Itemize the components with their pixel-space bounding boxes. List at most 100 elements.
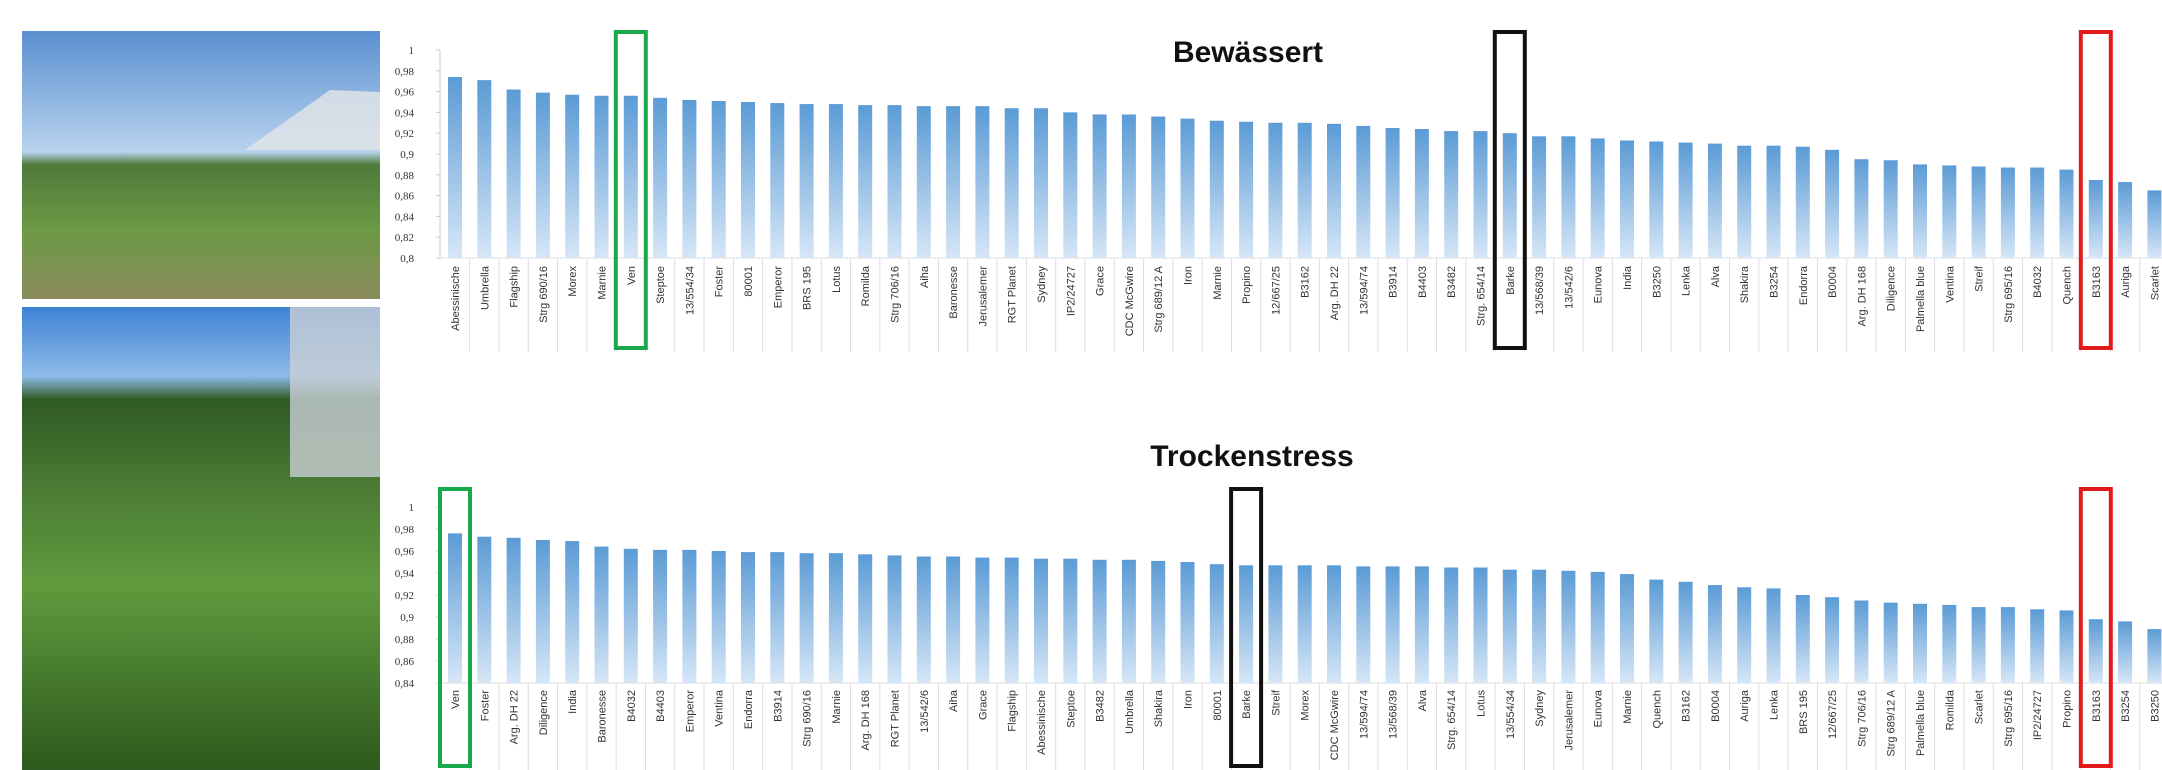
bar xyxy=(594,95,609,258)
bar xyxy=(506,89,521,259)
x-tick-label: Propino xyxy=(1241,266,1253,304)
x-tick-label: Strg 690/16 xyxy=(538,266,550,323)
bar xyxy=(1151,560,1166,683)
x-tick-label: Scarlet xyxy=(2149,266,2161,300)
bar xyxy=(1385,128,1400,258)
bar xyxy=(828,104,843,258)
x-tick-label: Strg 690/16 xyxy=(802,690,814,747)
x-tick-label: Eunova xyxy=(1593,265,1605,303)
bar xyxy=(1327,123,1341,258)
x-tick-label: B3914 xyxy=(772,690,784,722)
x-tick-label: Marnie xyxy=(597,266,609,300)
bar xyxy=(2118,182,2133,258)
bar xyxy=(741,552,755,683)
highlight-box xyxy=(613,30,648,350)
x-tick-label: B0004 xyxy=(1827,266,1839,298)
bar xyxy=(1473,131,1488,258)
bar xyxy=(1649,141,1664,258)
x-tick-label: Sydney xyxy=(1036,266,1048,303)
bar xyxy=(623,548,638,683)
x-tick-label: Endorra xyxy=(1798,265,1810,305)
y-tick-label: 0,86 xyxy=(395,191,415,203)
x-tick-label: Ventina xyxy=(1944,265,1956,303)
bar xyxy=(887,105,902,259)
bar xyxy=(2030,167,2045,258)
chart-title: Trockenstress xyxy=(1150,440,1353,473)
x-tick-label: Strg. 654/14 xyxy=(1476,266,1488,326)
x-tick-label: Abessinische xyxy=(450,266,462,331)
bar xyxy=(1825,597,1840,683)
x-tick-label: IP2/24727 xyxy=(1065,266,1077,316)
x-tick-label: Ven xyxy=(450,690,462,709)
highlight-box xyxy=(1229,487,1264,768)
x-tick-label: 80001 xyxy=(1212,690,1224,721)
bar xyxy=(1942,165,1957,258)
x-tick-label: 13/568/39 xyxy=(1388,690,1400,739)
x-tick-label: Marnie xyxy=(831,690,843,724)
x-tick-label: Alva xyxy=(1417,689,1429,711)
bar xyxy=(623,95,638,258)
x-tick-label: Umbrella xyxy=(1124,689,1136,734)
bar xyxy=(799,104,814,258)
x-tick-label: Diligence xyxy=(538,690,550,735)
x-tick-label: India xyxy=(567,689,579,714)
x-tick-label: Ven xyxy=(626,266,638,285)
bar xyxy=(535,92,550,258)
bar xyxy=(1532,136,1547,258)
bar xyxy=(1239,121,1254,258)
y-tick-label: 0,88 xyxy=(395,634,415,646)
x-tick-label: Lotus xyxy=(1476,690,1488,717)
bar xyxy=(1678,581,1693,683)
bar xyxy=(1092,559,1107,683)
bar xyxy=(1502,569,1517,683)
x-tick-label: Sydney xyxy=(1534,690,1546,727)
bar xyxy=(1913,603,1927,683)
x-tick-label: B3254 xyxy=(1769,266,1781,298)
bar xyxy=(887,555,902,683)
x-tick-label: Baronesse xyxy=(948,266,960,319)
bar xyxy=(2088,180,2103,258)
x-tick-label: Iron xyxy=(1183,690,1195,709)
x-tick-label: Eunova xyxy=(1593,689,1605,727)
x-tick-label: Grace xyxy=(1095,266,1107,296)
x-tick-label: B3914 xyxy=(1388,266,1400,298)
bar xyxy=(1737,145,1752,258)
bar xyxy=(682,549,697,683)
bar xyxy=(770,552,785,683)
bar xyxy=(1854,600,1869,683)
x-tick-label: Scarlet xyxy=(1974,690,1986,724)
bar xyxy=(946,556,961,683)
bar xyxy=(1795,146,1810,258)
x-tick-label: Propino xyxy=(2062,690,2074,728)
bar xyxy=(2088,619,2103,683)
bar xyxy=(1561,570,1576,683)
bar xyxy=(1004,557,1019,683)
bar xyxy=(916,106,931,258)
x-tick-label: Emperor xyxy=(772,266,784,309)
x-tick-label: B4032 xyxy=(2032,266,2044,298)
bar xyxy=(2059,610,2074,683)
x-tick-label: Alva xyxy=(1710,265,1722,287)
y-tick-label: 0,94 xyxy=(395,568,415,580)
x-tick-label: Iron xyxy=(1183,266,1195,285)
bar xyxy=(594,546,609,683)
y-tick-label: 0,82 xyxy=(395,232,414,244)
x-tick-label: Arg. DH 168 xyxy=(1856,266,1868,327)
y-tick-label: 0,92 xyxy=(395,590,414,602)
bar xyxy=(1649,579,1664,683)
x-tick-label: Aiha xyxy=(919,265,931,288)
bar xyxy=(1971,166,1986,258)
x-tick-label: B3250 xyxy=(1651,266,1663,298)
bar xyxy=(1151,116,1166,258)
x-tick-label: Strg 706/16 xyxy=(1856,690,1868,747)
x-tick-label: Quench xyxy=(1651,690,1663,729)
x-tick-label: Lenka xyxy=(1681,265,1693,296)
x-tick-label: Romilda xyxy=(1944,689,1956,730)
bar xyxy=(1121,114,1136,258)
x-tick-label: Arg. DH 22 xyxy=(509,690,521,744)
x-tick-label: 80001 xyxy=(743,266,755,297)
x-tick-label: Romilda xyxy=(860,265,872,306)
bar xyxy=(916,556,931,683)
x-tick-label: Diligence xyxy=(1886,266,1898,311)
bar xyxy=(1268,565,1283,683)
